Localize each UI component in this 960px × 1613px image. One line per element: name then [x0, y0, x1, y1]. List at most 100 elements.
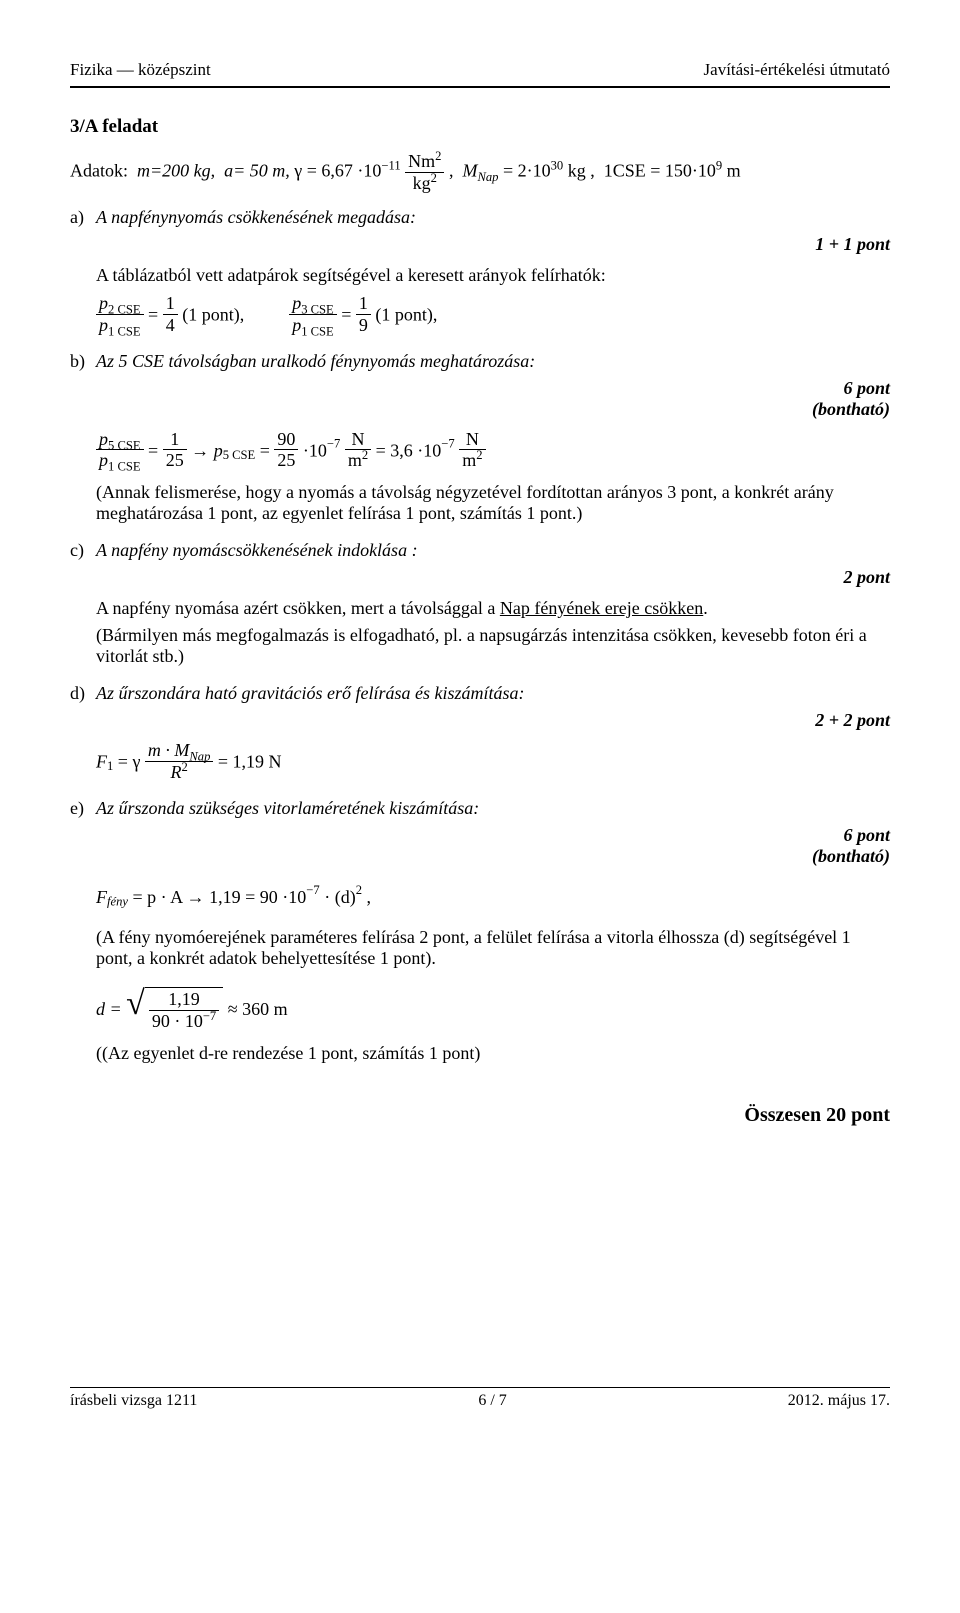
b-u2-den: m: [462, 450, 476, 470]
e-d-eq: d =: [96, 999, 126, 1019]
mnap-eq: = 2·10: [498, 161, 550, 181]
d-rhs: = 1,19 N: [218, 752, 282, 772]
e-points: 6 pont (bontható): [70, 825, 890, 867]
b-u1-den-exp: 2: [362, 448, 368, 462]
d-den-exp: 2: [182, 760, 188, 774]
item-d: d) Az űrszondára ható gravitációs erő fe…: [70, 683, 890, 782]
b-u2-den-exp: 2: [476, 448, 482, 462]
gamma-exp: −11: [381, 159, 400, 173]
a-f1-num-sub: 2 CSE: [108, 302, 141, 316]
a-rhs1-num: 1: [163, 294, 178, 315]
b-arrow-sub: 5 CSE: [223, 448, 256, 462]
d-num-sub: Nap: [189, 750, 210, 764]
e-paren: (A fény nyomóerejének paraméteres felírá…: [96, 927, 890, 969]
e-note: ((Az egyenlet d-re rendezése 1 pont, szá…: [96, 1043, 890, 1064]
b-exp2: −7: [441, 436, 454, 450]
c-text: A napfény nyomáscsökkenésének indoklása …: [96, 540, 890, 561]
e-sqrt-frac: 1,19 90 · 10−7: [149, 990, 219, 1031]
footer-rule: [70, 1387, 890, 1388]
e-exp1: −7: [306, 883, 319, 897]
e-approx: ≈ 360 m: [228, 999, 288, 1019]
d-letter: d): [70, 683, 96, 704]
e-comma: ,: [362, 887, 371, 907]
a-line2: A táblázatból vett adatpárok segítségéve…: [96, 265, 890, 286]
gamma-unit-den: kg: [413, 173, 431, 193]
e-eq1: Ffény = p · A → 1,19 = 90 ·10−7 · (d)2 ,: [96, 877, 890, 915]
d-num: m · M: [148, 740, 190, 760]
d-points: 2 + 2 pont: [70, 710, 890, 731]
a-letter: a): [70, 207, 96, 228]
a-f2-num-sub: 3 CSE: [301, 302, 334, 316]
b-u1-num: N: [345, 430, 371, 451]
b-l-den-p: p: [99, 450, 108, 470]
a-f1-den-sub: 1 CSE: [108, 324, 141, 338]
a-rhs2-den: 9: [356, 315, 371, 335]
b-paren: (Annak felismerése, hogy a nyomás a távo…: [96, 482, 890, 524]
item-e: e) Az űrszonda szükséges vitorlaméreténe…: [70, 798, 890, 1064]
item-b: b) Az 5 CSE távolságban uralkodó fénynyo…: [70, 351, 890, 525]
d-F-sub: 1: [107, 759, 113, 773]
e-tail: · (d): [320, 887, 356, 907]
b-pts2: (bontható): [812, 399, 890, 419]
b-lhs: p5 CSE p1 CSE: [96, 430, 144, 471]
e-eq1-body: = p · A → 1,19 = 90 ·10: [132, 887, 306, 907]
a-points: 1 + 1 pont: [70, 234, 890, 255]
d-eq: = γ: [118, 752, 141, 772]
b-r1-num: 1: [163, 430, 187, 451]
gamma-unit: Nm2 kg2: [405, 152, 444, 193]
b-text: Az 5 CSE távolságban uralkodó fénynyomás…: [96, 351, 890, 372]
header-right: Javítási-értékelési útmutató: [704, 60, 890, 80]
a-f2-num-p: p: [292, 293, 301, 313]
b-u2-num: N: [459, 430, 485, 451]
b-r2-den: 25: [274, 450, 298, 470]
b-val: = 3,6 ·10: [376, 440, 442, 460]
sqrt-icon: √ 1,19 90 · 10−7: [126, 987, 223, 1031]
adatok-prefix: Adatok:: [70, 161, 128, 181]
mnap-kg: kg ,: [563, 161, 595, 181]
mnap-exp: 30: [551, 159, 564, 173]
e-note-text: (Az egyenlet d-re rendezése 1 pont, szám…: [102, 1043, 480, 1063]
d-den: R: [171, 762, 182, 782]
adatok-m: m=200 kg,: [137, 161, 215, 181]
a-f2-den-sub: 1 CSE: [301, 324, 334, 338]
d-F: F: [96, 752, 107, 772]
item-list: a) A napfénynyomás csökkenésének megadás…: [70, 207, 890, 1064]
a-note1: (1 pont),: [182, 304, 244, 324]
c-line2: (Bármilyen más megfogalmazás is elfogadh…: [96, 625, 890, 667]
e-eq2: d = √ 1,19 90 · 10−7 ≈ 360 m: [96, 987, 890, 1031]
adatok-gamma: γ = 6,67 ·10: [294, 161, 381, 181]
b-l-num-sub: 5 CSE: [108, 438, 141, 452]
b-letter: b): [70, 351, 96, 372]
a-rhs1: 1 4: [163, 294, 178, 335]
a-rhs2-num: 1: [356, 294, 371, 315]
c-line1: A napfény nyomása azért csökken, mert a …: [96, 598, 890, 619]
e-sqrt-den-exp: −7: [203, 1009, 216, 1023]
page-footer: írásbeli vizsga 1211 6 / 7 2012. május 1…: [70, 1387, 890, 1410]
mnap-sym: M: [462, 161, 477, 181]
a-equations: p2 CSE p1 CSE = 1 4 (1 pont), p3 CSE p1 …: [96, 294, 890, 335]
a-text: A napfénynyomás csökkenésének megadása:: [96, 207, 890, 228]
b-pts1: 6 pont: [843, 378, 890, 398]
d-text: Az űrszondára ható gravitációs erő felír…: [96, 683, 890, 704]
item-c: c) A napfény nyomáscsökkenésének indoklá…: [70, 540, 890, 667]
e-sqrt-num: 1,19: [149, 990, 219, 1011]
gamma-unit-num: Nm: [408, 151, 435, 171]
b-unit2: N m2: [459, 430, 485, 471]
adatok-a: a= 50 m,: [224, 161, 290, 181]
b-r2: 90 25: [274, 430, 298, 471]
a-rhs1-den: 4: [163, 315, 178, 335]
footer-mid: 6 / 7: [478, 1392, 506, 1410]
d-equation: F1 = γ m · MNap R2 = 1,19 N: [96, 741, 890, 782]
c-l1a: A napfény nyomása azért csökken, mert a …: [96, 598, 500, 618]
cse: 1CSE = 150·10: [604, 161, 716, 181]
c-letter: c): [70, 540, 96, 561]
b-u1-den: m: [348, 450, 362, 470]
d-frac: m · MNap R2: [145, 741, 214, 782]
header-left: Fizika — középszint: [70, 60, 211, 80]
a-frac1: p2 CSE p1 CSE: [96, 294, 144, 335]
e-pts1: 6 pont: [843, 825, 890, 845]
c-l1u: Nap fényének ereje csökken: [500, 598, 703, 618]
c-l1b: .: [703, 598, 708, 618]
b-unit1: N m2: [345, 430, 371, 471]
b-r1-den: 25: [163, 450, 187, 470]
